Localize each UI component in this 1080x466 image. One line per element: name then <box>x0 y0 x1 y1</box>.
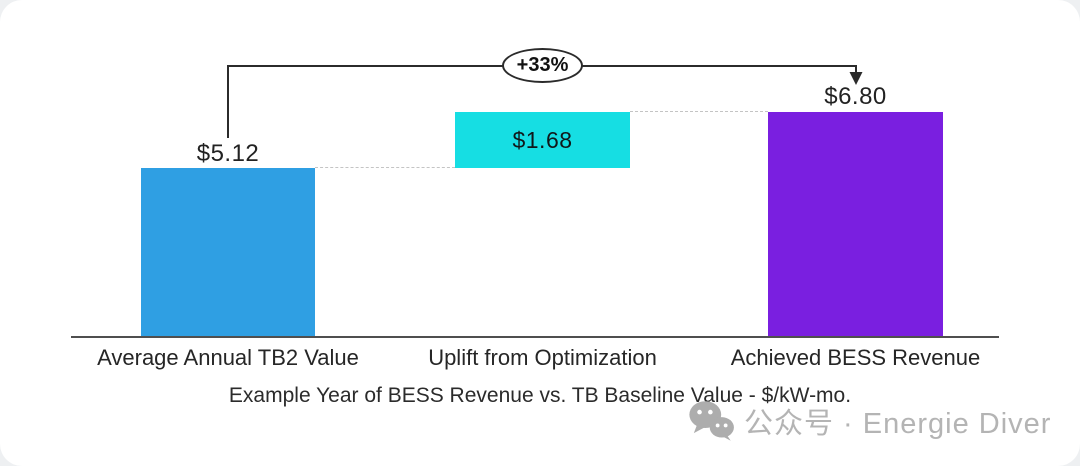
category-label-uplift: Uplift from Optimization <box>428 345 657 370</box>
bar-value-label-uplift: $1.68 <box>512 126 573 153</box>
x-axis-line <box>71 336 999 338</box>
category-label-baseline: Average Annual TB2 Value <box>97 345 359 370</box>
bar-uplift-from-optimization: $1.68 <box>455 112 630 168</box>
wechat-icon <box>688 400 734 442</box>
annotation-badge: +33% <box>502 48 583 83</box>
category-label-total: Achieved BESS Revenue <box>730 345 981 370</box>
bar-average-annual-tb2-value <box>141 168 315 338</box>
watermark-text: 公众号 · Energie Diver <box>744 408 1052 440</box>
bar-achieved-bess-revenue <box>768 112 943 338</box>
watermark: 公众号 · Energie Diver <box>688 400 1051 442</box>
bar-value-label-total: $6.80 <box>824 83 887 110</box>
bar-value-label-baseline: $5.12 <box>196 140 260 167</box>
dashed-connector-uplift-to-total <box>630 111 768 112</box>
chart-caption: Example Year of BESS Revenue vs. TB Base… <box>228 384 852 407</box>
dashed-connector-baseline-to-uplift <box>315 167 455 168</box>
annotation-label: +33% <box>516 54 569 76</box>
